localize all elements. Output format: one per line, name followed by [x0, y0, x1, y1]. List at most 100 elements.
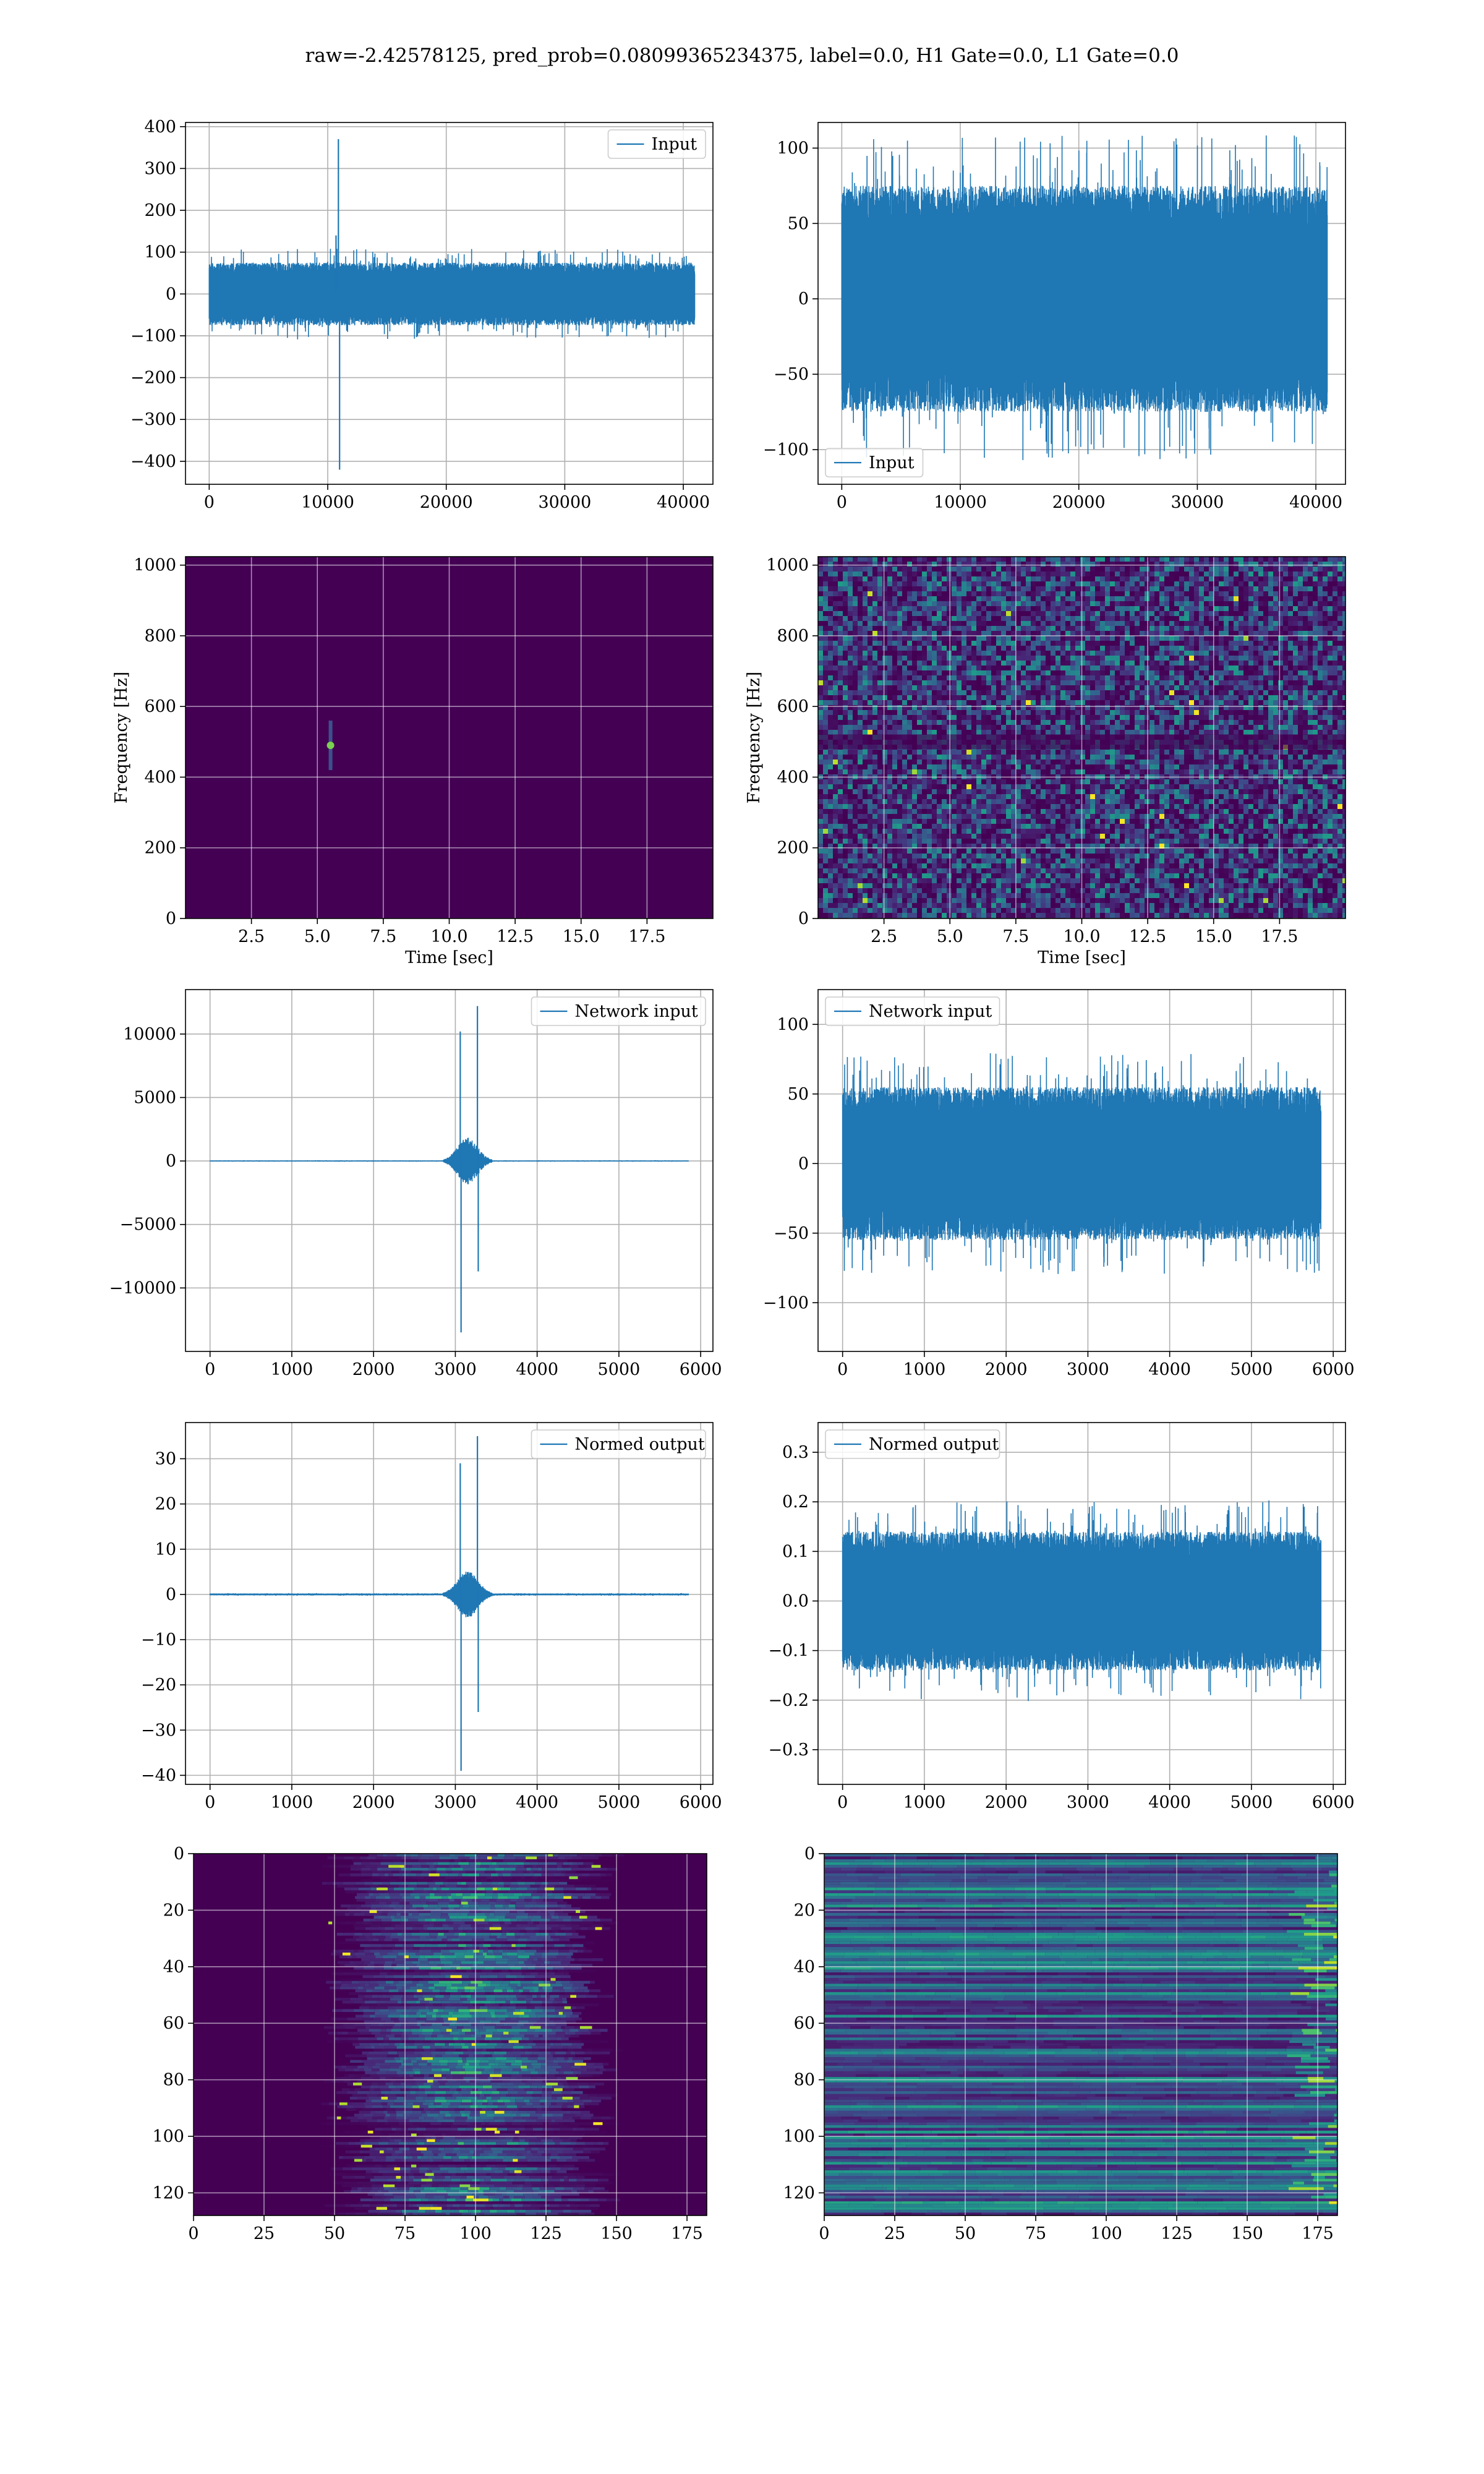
feature-map-right-cells: [1298, 1966, 1334, 1970]
feature-map-left-cells: [474, 2128, 482, 2131]
feature-map-right-cells: [824, 1913, 1337, 2213]
input-left-ytick-label: −100: [130, 327, 176, 346]
normed-output-left-xtick-label: 1000: [271, 1793, 313, 1812]
input-right-frame: [817, 122, 1346, 485]
input-right-legend-label: Input: [869, 453, 915, 473]
feature-map-right-xtick-label: 125: [1161, 2224, 1193, 2243]
feature-map-left-cells: [456, 1966, 461, 1970]
network-input-right-frame: [817, 989, 1346, 1352]
feature-map-left-cells: [429, 1873, 440, 1877]
spectrogram-right-cells: [1189, 700, 1194, 705]
feature-map-left-cells: [416, 2147, 427, 2151]
feature-map-left-cells: [461, 1901, 468, 1905]
spectrogram-left-ytick-label: 400: [144, 768, 176, 787]
network-input-right-xtick-label: 2000: [985, 1360, 1028, 1379]
feature-map-right-cells: [1311, 1924, 1336, 1927]
feature-map-right-frame: [824, 1853, 1338, 2216]
feature-map-left-cells: [360, 2144, 372, 2148]
network-input-left-panel: 0 1000 2000 3000 4000 5000 6000 −10000 −5000 0 500…: [109, 989, 722, 1379]
normed-output-left-ytick-label: 10: [155, 1540, 176, 1559]
normed-output-right-ytick-label: 0.3: [782, 1443, 809, 1462]
feature-map-left-cells: [488, 1919, 498, 1922]
normed-output-left-xtick-label: 6000: [680, 1793, 722, 1812]
feature-map-left-xtick-label: 150: [600, 2224, 633, 2243]
feature-map-left-cells: [427, 2060, 439, 2063]
normed-output-left-xtick-label: 0: [205, 1793, 215, 1812]
network-input-right-xtick-label: 3000: [1067, 1360, 1109, 1379]
spectrogram-right-cells: [912, 576, 1337, 888]
spectrogram-right-cells: [863, 898, 868, 903]
spectrogram-right-cells: [828, 557, 1333, 918]
feature-map-left-cells: [485, 2128, 497, 2131]
spectrogram-right-cells: [912, 769, 917, 774]
network-input-left-xtick-label: 2000: [352, 1360, 395, 1379]
feature-map-left-cells: [417, 1989, 422, 1992]
input-left-ytick-label: 400: [144, 118, 176, 137]
feature-map-left-cells: [412, 2105, 420, 2108]
normed-output-right-ytick-label: −0.3: [768, 1740, 809, 1760]
spectrogram-right-cells: [1184, 883, 1189, 888]
feature-map-left-cells: [424, 1998, 433, 2001]
spectrogram-left-xtick-label: 2.5: [238, 927, 265, 946]
feature-map-left-cells: [466, 2196, 474, 2199]
network-input-right-xtick-label: 6000: [1312, 1360, 1355, 1379]
feature-map-right-cells: [871, 1887, 1337, 2210]
input-left-frame: [185, 122, 714, 485]
feature-map-left-cells: [539, 2164, 549, 2168]
feature-map-left-cells: [451, 2014, 459, 2018]
normed-output-left-ytick-label: 30: [155, 1450, 176, 1469]
spectrogram-right-cells: [823, 576, 1345, 893]
feature-map-left-cells: [394, 2167, 400, 2170]
spectrogram-right-cells: [1169, 690, 1174, 695]
input-right-ytick-label: −100: [763, 440, 809, 460]
feature-map-left-cells: [454, 1953, 465, 1956]
network-input-right-ytick-label: 100: [777, 1015, 809, 1034]
feature-map-right-panel: 0 25 50 75 100 125 150 175 0 20 40 60 80 100 120: [783, 1844, 1338, 2243]
feature-map-left-xtick-label: 25: [254, 2224, 275, 2243]
spectrogram-left-ytick-label: 600: [144, 697, 176, 716]
network-input-left-xtick-label: 3000: [434, 1360, 477, 1379]
feature-map-right-xtick-label: 175: [1302, 2224, 1334, 2243]
feature-map-right-cells: [1153, 2057, 1337, 2060]
normed-output-right-xtick-label: 0: [837, 1793, 848, 1812]
spectrogram-left-xtick-label: 15.0: [563, 927, 600, 946]
feature-map-right-cells: [1324, 2196, 1337, 2199]
input-left-xtick-label: 20000: [420, 493, 473, 512]
network-input-left-xtick-label: 6000: [680, 1360, 722, 1379]
normed-output-left-series-line: [209, 1572, 689, 1617]
normed-output-right-panel: 0 1000 2000 3000 4000 5000 6000 −0.3 −0.2 −0.1 0.0…: [768, 1422, 1355, 1812]
feature-map-right-cells: [1325, 2048, 1337, 2052]
input-left-xtick-label: 10000: [301, 493, 354, 512]
feature-map-left-ytick-label: 120: [152, 2183, 184, 2202]
input-right-xtick-label: 0: [837, 493, 847, 512]
network-input-left-legend: Network input: [531, 996, 706, 1026]
normed-output-right-ytick-label: −0.1: [768, 1641, 809, 1661]
spectrogram-right-cells: [863, 562, 1298, 888]
normed-output-left-panel: 0 1000 2000 3000 4000 5000 6000 −40 −30 −20 −10 0 10…: [141, 1422, 722, 1812]
spectrogram-right-cells: [1189, 656, 1194, 661]
feature-map-right-cells: [1303, 2031, 1322, 2035]
feature-map-left-cells: [367, 2130, 373, 2134]
normed-output-left-xtick-label: 5000: [598, 1793, 641, 1812]
feature-map-left-cells: [419, 2207, 430, 2210]
feature-map-left-cells: [488, 2198, 493, 2202]
feature-map-right-cells: [1324, 2142, 1337, 2145]
spectrogram-left-xtick-label: 7.5: [370, 927, 396, 946]
feature-map-right-cells: [1292, 2136, 1316, 2139]
feature-map-left-cells: [411, 2133, 417, 2137]
feature-map-left-xtick-label: 100: [459, 2224, 492, 2243]
spectrogram-right-xtick-label: 2.5: [871, 927, 897, 946]
network-input-left-xtick-label: 5000: [598, 1360, 641, 1379]
figure-title: raw=-2.42578125, pred_prob=0.08099365234…: [305, 45, 1179, 67]
network-input-right-xtick-label: 0: [837, 1360, 848, 1379]
input-right-xtick-label: 40000: [1289, 493, 1342, 512]
normed-output-left-ytick-label: 0: [166, 1585, 176, 1604]
feature-map-left-cells: [461, 2099, 471, 2103]
input-left-ytick-label: −200: [130, 369, 176, 388]
input-right-xtick-label: 30000: [1171, 493, 1224, 512]
feature-map-right-cells: [1304, 1969, 1327, 1972]
feature-map-left-cells: [353, 2082, 362, 2086]
network-input-right-ytick-label: 50: [788, 1085, 809, 1104]
feature-map-left-cells: [468, 2187, 480, 2190]
